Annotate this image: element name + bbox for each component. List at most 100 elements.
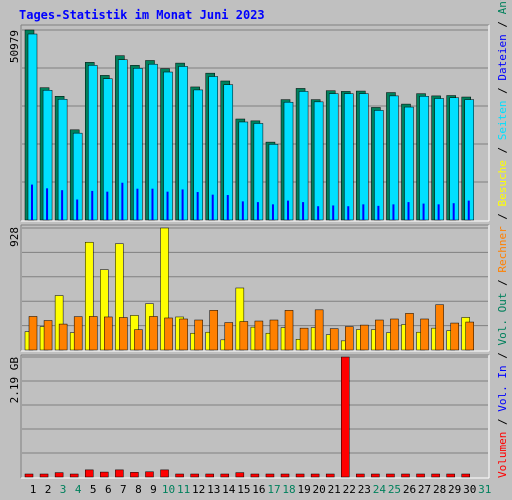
legend-item: Vol. Out (496, 293, 509, 346)
x-tick-label: 28 (433, 483, 446, 496)
bar-rechner (224, 322, 234, 351)
bar-volumen (280, 473, 290, 478)
bar-seiten (344, 93, 354, 221)
legend-item: Seiten (496, 100, 509, 140)
bar-rechner (119, 317, 128, 351)
bar-volumen (386, 473, 395, 478)
bar-dateien (422, 203, 425, 220)
bar-volumen (295, 473, 305, 478)
bar-dateien (347, 206, 350, 220)
bar-rechner (239, 321, 249, 351)
bar-volumen (190, 473, 199, 478)
x-tick-label: 6 (105, 483, 112, 496)
bar-rechner (73, 316, 83, 351)
bar-dateien (196, 192, 199, 220)
legend-item: / (496, 14, 509, 34)
legend-item: / (496, 206, 509, 226)
bar-volumen (69, 473, 79, 478)
x-tick-label: 23 (358, 483, 371, 496)
bar-dateien (241, 201, 244, 220)
bar-rechner (43, 320, 53, 351)
panel-top: 50979 (8, 24, 490, 222)
panel-middle: 928 (8, 224, 490, 352)
bar-rechner (58, 323, 68, 351)
bar-dateien (151, 188, 154, 220)
bar-volumen (100, 471, 109, 478)
x-tick-label: 16 (252, 483, 265, 496)
x-tick-label: 22 (343, 483, 356, 496)
legend-item: Dateien (496, 34, 509, 80)
bar-volumen (461, 473, 470, 478)
bar-dateien (302, 202, 305, 220)
bar-volumen (24, 473, 34, 478)
panel-bottom-ytick-label: 2.19 GB (8, 357, 21, 404)
panel-bottom-plot-area (21, 355, 489, 478)
bar-volumen (235, 472, 245, 478)
x-tick-label: 9 (150, 483, 157, 496)
bar-seiten (419, 96, 429, 221)
legend-item: / (496, 81, 509, 101)
legend: Volumen / Vol. In / Vol. Out / Rechner /… (496, 0, 509, 478)
x-tick-label: 26 (403, 483, 416, 496)
legend-item: Vol. In (496, 365, 509, 411)
bar-volumen (220, 473, 230, 478)
bar-dateien (46, 188, 49, 220)
bar-dateien (362, 204, 365, 220)
bar-dateien (166, 191, 169, 220)
chart-panels: 50979 928 2.19 GB (8, 24, 490, 479)
bar-dateien (256, 202, 259, 220)
x-tick-label: 31 (478, 483, 491, 496)
x-tick-label: 30 (463, 483, 476, 496)
bar-rechner (435, 304, 444, 351)
bar-volumen (401, 473, 410, 478)
bar-rechner (405, 313, 414, 351)
bar-volumen (145, 471, 154, 478)
bar-dateien (377, 205, 380, 220)
bar-dateien (467, 200, 470, 220)
bar-volumen (356, 473, 365, 478)
legend-item: / (496, 412, 509, 432)
bar-volumen (371, 473, 380, 478)
chart-title: Tages-Statistik im Monat Juni 2023 (19, 8, 265, 22)
bar-rechner (194, 319, 203, 351)
legend-item: Volumen (496, 432, 509, 478)
bar-rechner (209, 310, 218, 351)
x-tick-label: 20 (313, 483, 326, 496)
bar-volumen (205, 473, 214, 478)
x-tick-label: 19 (297, 483, 310, 496)
bar-rechner (314, 309, 324, 351)
bar-volumen (54, 472, 64, 478)
x-tick-label: 8 (135, 483, 142, 496)
bar-volumen (160, 469, 169, 478)
bar-rechner (450, 322, 459, 351)
x-tick-label: 7 (120, 483, 127, 496)
legend-item: / (496, 140, 509, 160)
bar-rechner (104, 316, 113, 351)
panel-middle-ytick-label: 928 (8, 227, 21, 247)
legend-item: / (496, 346, 509, 366)
bar-rechner (375, 319, 384, 351)
x-tick-label: 24 (373, 483, 387, 496)
bar-rechner (28, 316, 38, 351)
bar-volumen (325, 473, 335, 478)
bar-dateien (452, 203, 455, 220)
bar-volumen (250, 473, 260, 478)
bar-rechner (269, 319, 279, 351)
bar-seiten (434, 98, 444, 221)
bar-seiten (389, 95, 399, 221)
bar-rechner (284, 310, 294, 351)
x-tick-label: 13 (207, 483, 220, 496)
bar-rechner (149, 316, 158, 351)
bar-dateien (317, 206, 320, 220)
x-tick-label: 25 (388, 483, 401, 496)
bar-dateien (407, 202, 410, 220)
bar-rechner (179, 318, 188, 351)
bar-dateien (106, 191, 109, 220)
panel-bottom: 2.19 GB (8, 354, 490, 479)
legend-item: Rechner (496, 226, 509, 273)
bar-volumen (130, 472, 139, 478)
bar-dateien (332, 205, 335, 220)
bar-volumen (431, 473, 440, 478)
bar-rechner (329, 328, 339, 351)
